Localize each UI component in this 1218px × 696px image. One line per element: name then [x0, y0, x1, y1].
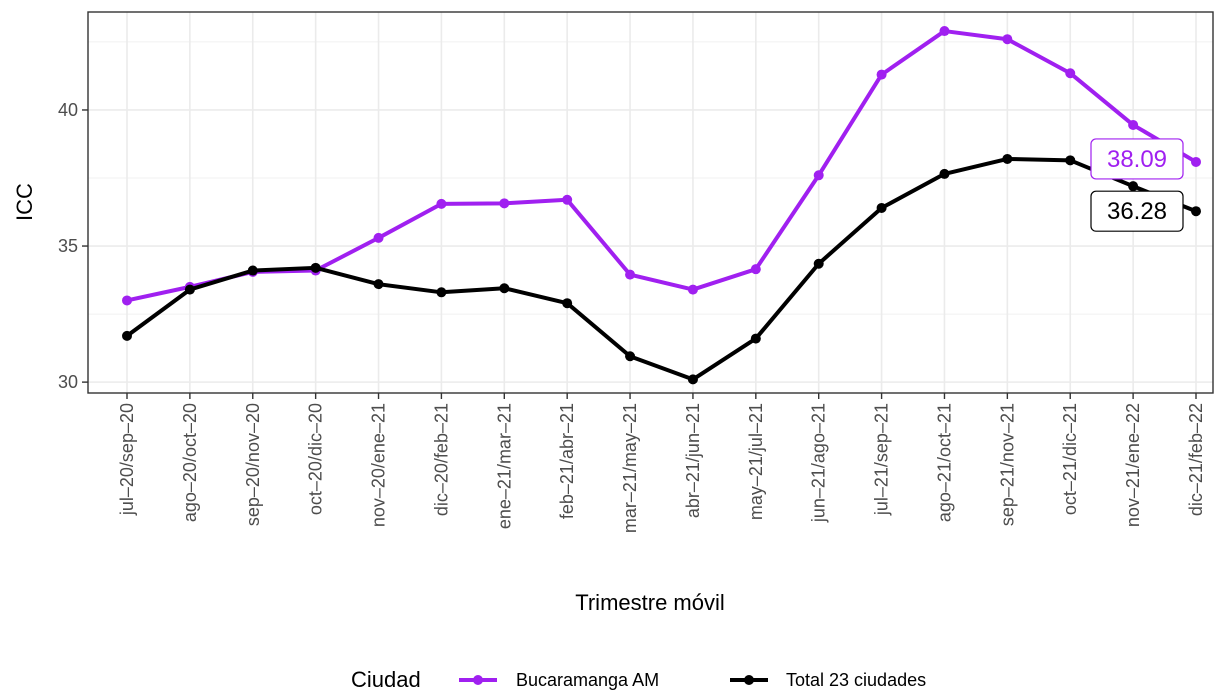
series-point-1 [247, 265, 258, 276]
legend-item-total: Total 23 ciudades [730, 670, 926, 690]
series-point-1 [310, 262, 321, 273]
x-tick-label: nov–21/ene–22 [1123, 403, 1143, 527]
legend-key-marker-total [744, 675, 754, 685]
series-point-0 [1128, 119, 1139, 130]
series-point-1 [436, 287, 447, 298]
x-tick-label: ene–21/mar–21 [494, 403, 514, 529]
series-point-0 [876, 69, 887, 80]
series-layer [122, 26, 1201, 385]
x-tick-label: dic–20/feb–21 [431, 403, 451, 516]
series-point-0 [499, 198, 510, 209]
x-tick-label: nov–20/ene–21 [369, 403, 389, 527]
series-point-0 [562, 194, 573, 205]
series-point-1 [499, 283, 510, 294]
series-point-0 [122, 295, 132, 306]
x-tick-label: jul–21/sep–21 [872, 403, 892, 516]
plot-panel [88, 12, 1213, 393]
y-axis: 30 35 40 [58, 100, 88, 392]
legend-title: Ciudad [351, 667, 421, 692]
x-tick-label: abr–21/jun–21 [683, 403, 703, 518]
series-point-0 [1002, 34, 1013, 45]
series-line-1 [125, 156, 1198, 382]
series-point-0 [625, 269, 636, 280]
x-tick-label: may–21/jul–21 [746, 403, 766, 520]
end-label-box [1090, 138, 1184, 180]
legend: Ciudad Bucaramanga AM Total 23 ciudades [351, 667, 926, 692]
series-point-0 [687, 284, 698, 295]
series-point-1 [1065, 155, 1076, 166]
y-tick-label: 35 [58, 236, 78, 256]
end-label-text: 36.28 [1107, 198, 1167, 225]
series-point-1 [813, 258, 824, 269]
x-tick-label: feb–21/abr–21 [557, 403, 577, 519]
x-tick-label: sep–21/nov–21 [997, 403, 1017, 526]
series-point-1 [373, 279, 384, 290]
x-axis: jul–20/sep–20 ago–20/oct–20 sep–20/nov–20 o… [117, 393, 1206, 533]
series-point-1 [1128, 181, 1139, 192]
y-axis-title: ICC [12, 183, 37, 221]
series-point-0 [1191, 156, 1201, 167]
legend-label-total: Total 23 ciudades [786, 670, 926, 690]
x-tick-label: mar–21/may–21 [620, 403, 640, 533]
series-point-1 [687, 374, 698, 385]
legend-item-bucaramanga: Bucaramanga AM [459, 670, 659, 690]
end-labels: 38.09 36.28 [1090, 138, 1184, 232]
series-point-1 [750, 333, 761, 344]
x-tick-label: ago–21/oct–21 [934, 403, 954, 522]
end-label-text: 38.09 [1107, 146, 1167, 173]
series-point-0 [750, 264, 761, 275]
x-axis-title: Trimestre móvil [575, 590, 725, 615]
x-tick-label: oct–20/dic–20 [306, 403, 326, 515]
series-point-0 [939, 26, 950, 37]
series-point-1 [184, 284, 195, 295]
series-point-1 [562, 298, 573, 309]
plot-border [87, 11, 1214, 394]
series-point-0 [436, 198, 447, 209]
series-point-0 [813, 170, 824, 181]
x-tick-label: oct–21/dic–21 [1060, 403, 1080, 515]
end-label-0: 38.09 [1090, 138, 1184, 180]
series-point-0 [1065, 68, 1076, 79]
y-tick-label: 40 [58, 100, 78, 120]
series-point-1 [1002, 153, 1013, 164]
series-point-1 [1191, 206, 1201, 217]
x-tick-label: sep–20/nov–20 [243, 403, 263, 526]
grid-minor [88, 41, 1213, 315]
series-point-0 [373, 232, 384, 243]
series-point-1 [122, 330, 132, 341]
y-tick-label: 30 [58, 372, 78, 392]
legend-label-bucaramanga: Bucaramanga AM [516, 670, 659, 690]
end-label-box [1090, 190, 1184, 232]
x-tick-label: ago–20/oct–20 [180, 403, 200, 522]
series-line-0 [125, 29, 1198, 303]
x-tick-label: jul–20/sep–20 [117, 403, 137, 516]
series-point-1 [625, 351, 636, 362]
series-point-1 [876, 202, 887, 213]
legend-key-marker-bucaramanga [473, 675, 483, 685]
x-tick-label: dic–21/feb–22 [1186, 403, 1206, 516]
x-tick-label: jun–21/ago–21 [809, 403, 829, 523]
series-point-1 [939, 168, 950, 179]
end-label-1: 36.28 [1090, 190, 1184, 232]
